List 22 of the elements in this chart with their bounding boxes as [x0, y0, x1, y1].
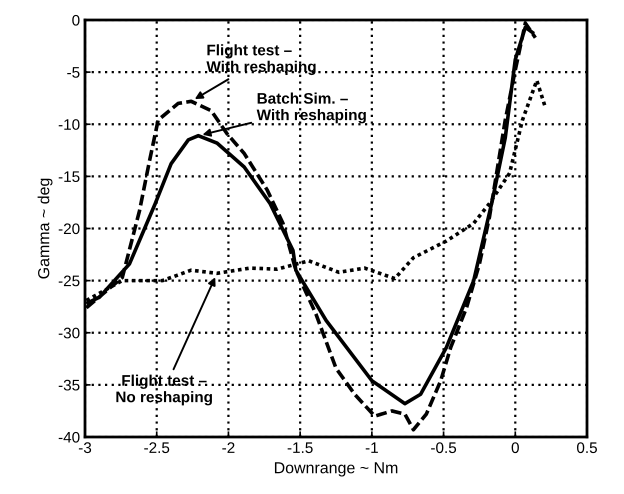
- y-tick-label: -35: [58, 380, 80, 391]
- x-tick-label: -0.5: [431, 442, 456, 454]
- y-tick-label: 0: [72, 14, 80, 26]
- annotation: Batch Sim. – With reshaping: [256, 92, 366, 124]
- x-tick-label: -3: [78, 442, 92, 454]
- x-tick-label: -1.5: [288, 442, 313, 454]
- x-tick-label: -1: [366, 442, 378, 453]
- y-tick-label: -40: [58, 432, 80, 443]
- x-tick-label: 0.5: [576, 442, 597, 454]
- y-tick-label: -30: [58, 328, 80, 338]
- y-tick-label: -20: [58, 223, 80, 234]
- y-tick-label: -10: [58, 119, 80, 130]
- annotation: Flight test – With reshaping: [206, 44, 316, 76]
- annotation: Flight test – No reshaping: [116, 374, 212, 406]
- y-tick-label: -25: [58, 275, 80, 286]
- y-axis-title: Gamma ~ deg: [38, 178, 53, 279]
- x-tick-label: -2: [222, 442, 234, 453]
- x-tick-label: 0: [512, 442, 519, 454]
- x-tick-label: -2.5: [144, 442, 170, 454]
- y-tick-label: -15: [58, 171, 80, 182]
- y-tick-label: -5: [67, 67, 80, 78]
- x-axis-title: Downrange ~ Nm: [274, 462, 398, 477]
